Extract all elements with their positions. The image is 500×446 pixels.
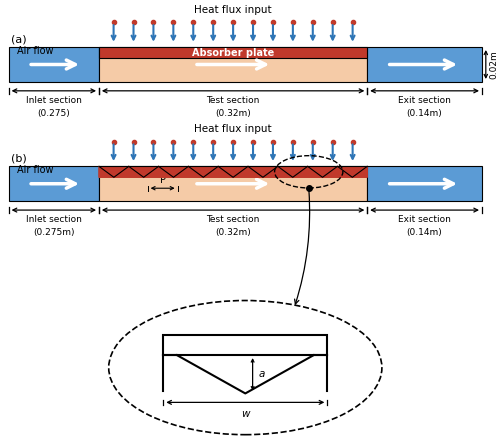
Polygon shape (99, 166, 367, 178)
Text: Inlet section: Inlet section (26, 96, 82, 105)
Polygon shape (8, 166, 99, 201)
Polygon shape (368, 166, 482, 201)
Polygon shape (99, 166, 367, 178)
Text: (0.275m): (0.275m) (33, 228, 74, 237)
Text: Air flow: Air flow (18, 46, 54, 56)
Text: (0.32m): (0.32m) (215, 228, 251, 237)
Text: w: w (241, 409, 250, 419)
Polygon shape (8, 47, 99, 82)
Text: Inlet section: Inlet section (26, 215, 82, 224)
Text: P: P (160, 175, 166, 185)
Text: (0.14m): (0.14m) (406, 228, 442, 237)
Polygon shape (164, 335, 328, 355)
Text: Exit section: Exit section (398, 96, 451, 105)
Text: (0.14m): (0.14m) (406, 109, 442, 118)
Text: (b): (b) (11, 154, 27, 164)
Polygon shape (368, 47, 482, 82)
Text: 0.02m: 0.02m (490, 50, 498, 79)
Text: Test section: Test section (206, 215, 260, 224)
Text: Absorber plate: Absorber plate (192, 48, 274, 58)
Text: (a): (a) (11, 35, 27, 45)
Text: Exit section: Exit section (398, 215, 451, 224)
Text: Air flow: Air flow (18, 165, 54, 175)
Text: Test section: Test section (206, 96, 260, 105)
Text: Heat flux input: Heat flux input (194, 124, 272, 134)
Text: (0.32m): (0.32m) (215, 109, 251, 118)
Polygon shape (99, 166, 367, 201)
Polygon shape (99, 47, 367, 58)
Text: (0.275): (0.275) (38, 109, 70, 118)
Text: a: a (258, 369, 265, 379)
Text: Heat flux input: Heat flux input (194, 5, 272, 15)
Polygon shape (99, 47, 367, 82)
